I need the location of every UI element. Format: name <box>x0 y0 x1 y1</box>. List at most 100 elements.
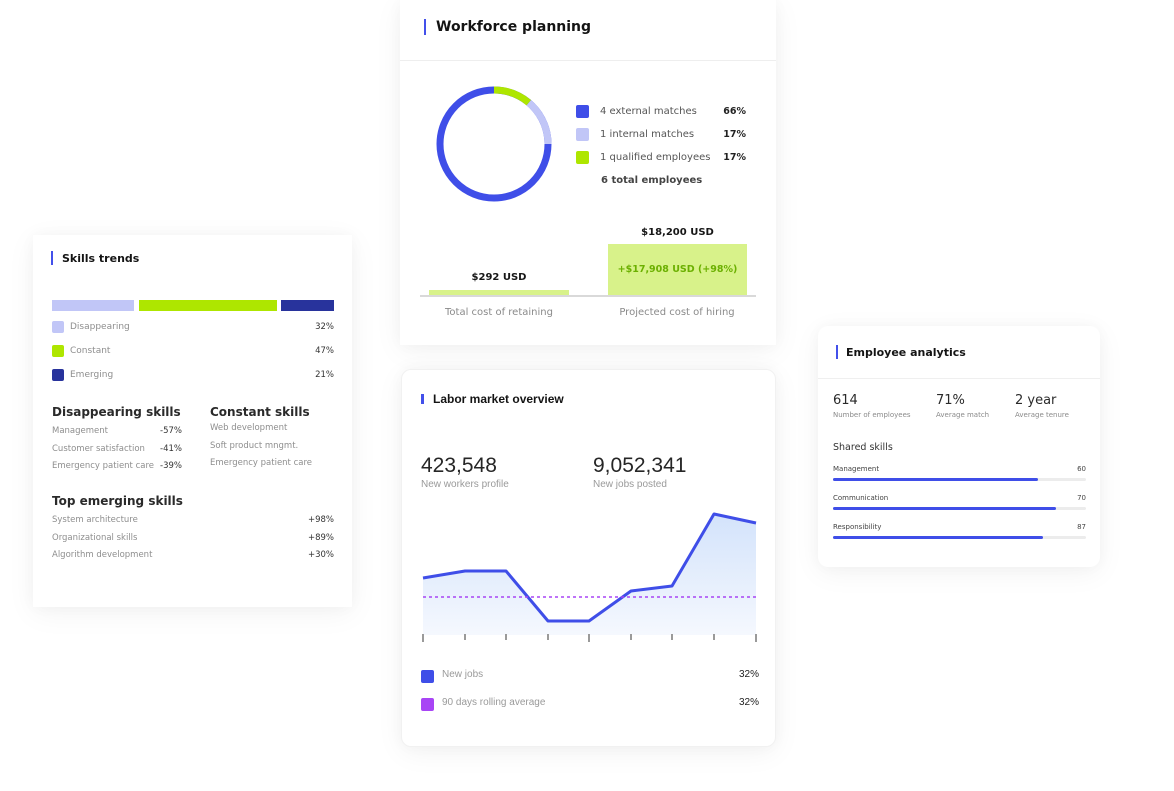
legend-pct: 21% <box>315 370 334 380</box>
legend-label: 90 days rolling average <box>442 696 546 708</box>
skill-name: Soft product mngmt. <box>210 440 299 451</box>
stat-new-jobs: 9,052,341 New jobs posted <box>593 454 686 490</box>
divider <box>400 60 776 61</box>
legend-item: Emerging 21% <box>52 363 334 387</box>
skill-name: Customer satisfaction <box>52 443 145 454</box>
legend-label: 1 qualified employees <box>600 152 711 163</box>
progress-track <box>833 536 1086 539</box>
legend-label: Disappearing <box>70 322 130 332</box>
legend-label: 4 external matches <box>600 106 697 117</box>
title-text: Workforce planning <box>436 19 592 35</box>
skill-value: +30% <box>307 550 334 560</box>
legend-item: 90 days rolling average 32% <box>421 688 759 716</box>
section-title: Disappearing skills <box>52 405 181 419</box>
card-title: Skills trends <box>51 251 139 265</box>
title-accent-bar <box>51 251 53 265</box>
skill-value: -41% <box>160 443 182 454</box>
legend-label: Emerging <box>70 370 114 380</box>
progress-fill <box>833 507 1056 510</box>
legend-item: 1 internal matches 17% <box>576 123 746 146</box>
progress-fill <box>833 478 1038 481</box>
skill-progress: Responsibility 87 <box>833 523 1086 539</box>
skill-name: Organizational skills <box>52 532 138 543</box>
legend-item: New jobs 32% <box>421 660 759 688</box>
constant-segment <box>139 300 277 311</box>
skill-name: Algorithm development <box>52 550 153 560</box>
donut-legend: 4 external matches 66% 1 internal matche… <box>576 100 746 192</box>
legend-pct: 66% <box>723 106 746 117</box>
legend-swatch <box>576 128 589 141</box>
legend-swatch <box>52 369 64 381</box>
cost-baseline <box>420 295 756 297</box>
stat-label: Average match <box>936 411 990 419</box>
hire-cost-value: $18,200 USD <box>641 227 714 238</box>
title-accent-bar <box>836 345 838 359</box>
skill-item: Organizational skills +89% <box>52 530 334 548</box>
hire-cost-bar: +$17,908 USD (+98%) <box>608 244 747 295</box>
skill-value: 60 <box>1077 465 1086 473</box>
legend-pct: 47% <box>315 346 334 356</box>
emerging-segment <box>281 300 334 311</box>
skill-name: Web development <box>210 423 288 433</box>
skill-progress: Communication 70 <box>833 494 1086 510</box>
section-title: Constant skills <box>210 405 310 419</box>
card-title: Employee analytics <box>836 345 966 359</box>
legend-pct: 32% <box>738 668 759 680</box>
legend-pct: 32% <box>738 696 759 708</box>
line-legend: New jobs 32% 90 days rolling average 32% <box>421 660 759 716</box>
labor-market-card: Labor market overview 423,548 New worker… <box>401 369 776 747</box>
emerging-skills: Top emerging skills System architecture +… <box>52 494 334 565</box>
legend-swatch <box>421 697 434 711</box>
skill-value: -57% <box>160 426 182 436</box>
skill-name: Emergency patient care <box>210 458 313 468</box>
stat-employees: 614 Number of employees <box>833 393 911 419</box>
skill-item: Customer satisfaction -41% <box>52 441 182 459</box>
card-title: Labor market overview <box>421 392 564 406</box>
skill-item: Web development <box>210 420 330 438</box>
stat-label: Average tenure <box>1015 411 1069 419</box>
card-title: Workforce planning <box>424 19 591 35</box>
stat-label: Number of employees <box>833 411 911 419</box>
progress-track <box>833 507 1086 510</box>
stat-label: New workers profile <box>421 479 509 490</box>
line-chart <box>422 512 757 642</box>
progress-track <box>833 478 1086 481</box>
legend-pct: 32% <box>315 322 334 332</box>
skill-item: Emergency patient care -39% <box>52 458 182 476</box>
stat-value: 423,548 <box>421 454 497 477</box>
constant-skills: Constant skills Web development Soft pro… <box>210 405 330 473</box>
legend-swatch <box>421 669 434 683</box>
donut-chart <box>436 86 552 202</box>
total-employees: 6 total employees <box>601 175 703 186</box>
stat-match: 71% Average match <box>936 393 989 419</box>
retain-cost-bar <box>429 290 569 295</box>
title-accent-bar <box>421 394 424 404</box>
skills-legend: Disappearing 32% Constant 47% Emerging 2… <box>52 315 334 387</box>
skill-item: Algorithm development +30% <box>52 547 334 565</box>
workforce-planning-card: Workforce planning 4 external matches 66… <box>400 0 776 345</box>
legend-label: New jobs <box>442 668 484 680</box>
skill-name: Communication <box>833 494 889 502</box>
skill-name: System architecture <box>52 515 138 525</box>
skill-name: Management <box>52 426 108 436</box>
skill-item: System architecture +98% <box>52 512 334 530</box>
disappearing-skills: Disappearing skills Management -57% Custo… <box>52 405 182 476</box>
skill-value: -39% <box>160 461 182 471</box>
skill-item: Management -57% <box>52 423 182 441</box>
disappearing-segment <box>52 300 134 311</box>
legend-pct: 17% <box>723 152 746 163</box>
legend-label: 1 internal matches <box>600 129 695 140</box>
skill-name: Emergency patient care <box>52 461 155 471</box>
legend-swatch <box>576 151 589 164</box>
title-text: Labor market overview <box>433 392 564 406</box>
skill-item: Emergency patient care <box>210 455 330 473</box>
skill-value: +98% <box>307 515 334 525</box>
stat-value: 614 <box>833 393 858 408</box>
skills-trends-card: Skills trends Disappearing 32% Constant … <box>33 235 352 607</box>
retain-cost-label: Total cost of retaining <box>445 307 553 318</box>
legend-item: Disappearing 32% <box>52 315 334 339</box>
skill-value: 87 <box>1077 523 1086 531</box>
stat-new-workers: 423,548 New workers profile <box>421 454 509 490</box>
legend-item: Constant 47% <box>52 339 334 363</box>
legend-item: 1 qualified employees 17% <box>576 146 746 169</box>
